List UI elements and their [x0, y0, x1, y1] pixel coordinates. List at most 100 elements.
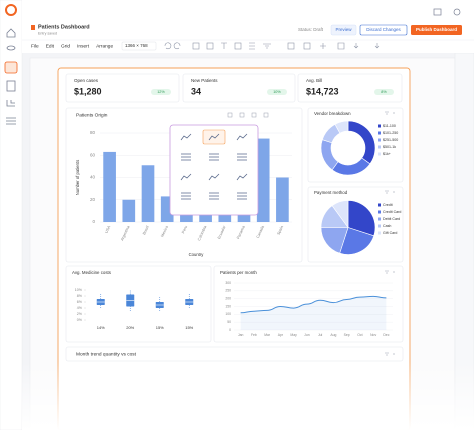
legend-swatch: [378, 145, 381, 149]
align-tool[interactable]: [249, 42, 255, 50]
kpi-badge: [267, 89, 287, 95]
preview-button-label: Preview: [335, 27, 352, 32]
chart-type-picker: [169, 124, 259, 216]
y-tick-label: 10%: [75, 288, 83, 292]
card-menu-icon[interactable]: [385, 270, 389, 274]
slice[interactable]: [347, 200, 376, 237]
settings-icon[interactable]: [6, 117, 16, 125]
bar[interactable]: [256, 138, 270, 222]
menu-item[interactable]: Arrange: [96, 43, 113, 49]
export-tool[interactable]: [353, 43, 359, 49]
kpi-label: Open cases: [74, 78, 99, 83]
chart-type-option[interactable]: [237, 153, 247, 161]
account-icon[interactable]: [453, 8, 461, 16]
bar[interactable]: [122, 199, 136, 222]
embed-tool[interactable]: [337, 42, 345, 50]
legend-label: $501-1k: [383, 145, 396, 149]
legend-label: Gift Card: [383, 231, 397, 235]
menu-item[interactable]: File: [31, 43, 39, 49]
preview-button[interactable]: [330, 24, 357, 36]
card-tool-icon[interactable]: [227, 112, 233, 118]
discard-button-label: Discard Changes: [366, 27, 401, 32]
y-tick-label: 50: [227, 320, 231, 324]
menu-item[interactable]: Insert: [77, 43, 90, 49]
chart-type-option[interactable]: [208, 173, 220, 181]
kpi-card[interactable]: [65, 73, 180, 103]
x-tick-label: Jul: [318, 333, 323, 337]
card-tool-icon[interactable]: [251, 112, 257, 118]
picker-panel[interactable]: [169, 124, 259, 216]
discard-button[interactable]: [359, 24, 408, 36]
theme-tool[interactable]: [287, 42, 295, 50]
y-tick-label: 250: [225, 289, 231, 293]
card-menu-icon[interactable]: [385, 352, 389, 356]
chart-type-option[interactable]: [181, 192, 191, 200]
x-tick-label: 15%: [185, 325, 193, 330]
chart-type-option[interactable]: [180, 173, 192, 181]
home-icon[interactable]: [6, 28, 16, 38]
redo-icon[interactable]: [173, 42, 181, 49]
download-tool[interactable]: [374, 43, 380, 49]
report-icon[interactable]: [6, 80, 16, 92]
legend-swatch: [378, 152, 381, 156]
table-tool[interactable]: [206, 42, 214, 50]
add-tool[interactable]: [320, 43, 326, 49]
menu-item[interactable]: Edit: [46, 43, 55, 49]
text-tool[interactable]: [221, 42, 227, 49]
bar[interactable]: [276, 177, 289, 223]
filter-tool[interactable]: [263, 43, 271, 49]
chart-type-option[interactable]: [209, 153, 219, 161]
card-more-icon[interactable]: [393, 271, 395, 273]
x-tick-label: Brazil: [142, 225, 150, 235]
y-axis-label: Number of patients: [75, 160, 80, 195]
kpi-change: 8%: [381, 90, 387, 94]
chart-type-option[interactable]: [237, 192, 247, 200]
chart-type-option[interactable]: [236, 133, 248, 141]
chart-type-option[interactable]: [181, 153, 191, 161]
line[interactable]: [240, 295, 387, 314]
x-tick-label: Dec: [383, 333, 389, 337]
legend-label: Cash: [383, 224, 391, 228]
bar[interactable]: [141, 165, 155, 222]
kpi-value: $14,723: [306, 86, 339, 96]
kpi-card[interactable]: [297, 73, 403, 103]
bar[interactable]: [103, 151, 116, 222]
menu-item[interactable]: Grid: [61, 43, 70, 49]
kpi-card[interactable]: [182, 73, 296, 103]
chart-type-option[interactable]: [209, 192, 219, 200]
card-more-icon[interactable]: [393, 353, 395, 355]
resolution-select[interactable]: [121, 41, 157, 51]
legend-swatch: [378, 210, 381, 214]
image-tool[interactable]: [234, 42, 242, 50]
undo-icon[interactable]: [164, 42, 172, 49]
card-more-icon[interactable]: [393, 112, 395, 114]
chart-card[interactable]: [65, 265, 212, 343]
slice[interactable]: [334, 120, 349, 134]
database-icon[interactable]: [6, 45, 16, 51]
card-menu-icon[interactable]: [385, 190, 389, 194]
dashboard-icon[interactable]: [4, 61, 18, 74]
y-tick-label: 60: [90, 152, 96, 157]
chart-type-option[interactable]: [208, 133, 220, 141]
x-tick-label: 20%: [126, 325, 134, 330]
chart-card[interactable]: [65, 346, 404, 362]
chart-type-option[interactable]: [236, 173, 248, 181]
card-menu-icon[interactable]: [385, 111, 389, 115]
slice[interactable]: [331, 200, 349, 229]
x-tick-label: Jan: [238, 333, 244, 337]
flow-icon[interactable]: [6, 100, 15, 107]
logo[interactable]: [5, 4, 17, 16]
card-tool-icon[interactable]: [263, 112, 269, 118]
slice[interactable]: [339, 227, 375, 255]
card-tool-icon[interactable]: [239, 112, 245, 118]
download-icon[interactable]: [433, 8, 442, 16]
publish-button[interactable]: [411, 25, 462, 35]
data-tool[interactable]: [303, 42, 311, 50]
x-tick-label: Panama: [236, 224, 246, 239]
chart-tool[interactable]: [192, 42, 200, 50]
chart-type-option[interactable]: [180, 133, 192, 141]
legend-label: Credit: [383, 203, 393, 207]
card-more-icon[interactable]: [393, 191, 395, 193]
doc-icon: [31, 25, 35, 30]
